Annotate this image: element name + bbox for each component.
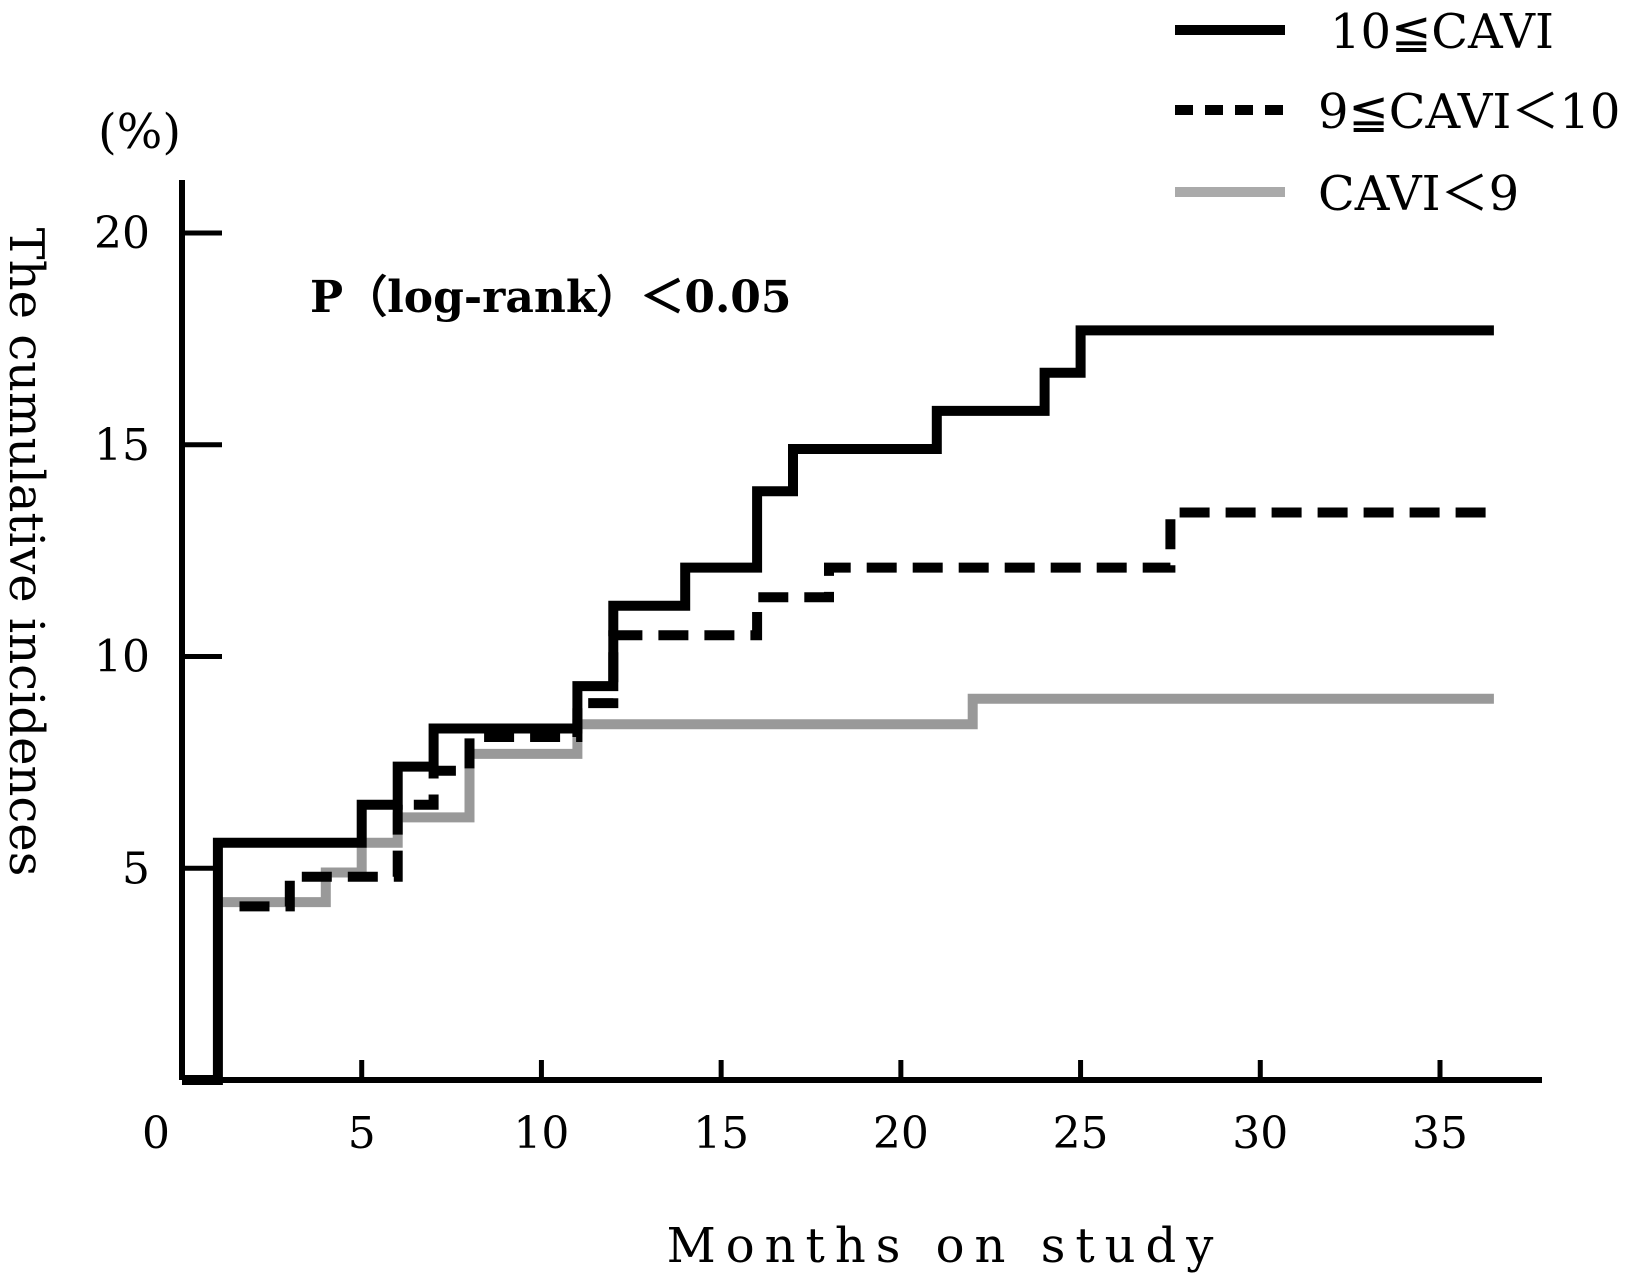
x-axis-title: Months on study <box>667 1218 1224 1274</box>
axes <box>179 180 1542 1083</box>
x-tick-label: 35 <box>1412 1108 1468 1159</box>
x-tick-label: 25 <box>1053 1108 1109 1159</box>
legend-label-cavi-low: CAVI＜9 <box>1318 166 1519 222</box>
series-line-0 <box>182 325 1494 1085</box>
y-unit-label: (%) <box>98 104 181 160</box>
legend-label-cavi-high: 10≦CAVI <box>1330 4 1554 60</box>
x-tick-label: 10 <box>513 1108 569 1159</box>
x-tick-label: 15 <box>693 1108 749 1159</box>
series-layer <box>182 325 1494 1085</box>
ticks: 0 5 10 15 20 25 30 35 5 10 15 20 <box>94 208 1468 1159</box>
y-tick-label: 5 <box>122 843 150 894</box>
p-value-annotation: P（log-rank）＜0.05 <box>310 272 792 323</box>
legend-label-cavi-mid: 9≦CAVI＜10 <box>1318 84 1620 140</box>
y-tick-label: 10 <box>94 632 150 683</box>
x-tick-label: 5 <box>348 1108 376 1159</box>
x-tick-label: 0 <box>142 1108 170 1159</box>
x-tick-label: 20 <box>873 1108 929 1159</box>
legend: 10≦CAVI 9≦CAVI＜10 CAVI＜9 <box>1175 4 1620 222</box>
series-line-2 <box>217 693 1494 908</box>
y-tick-label: 20 <box>94 208 150 259</box>
series-line-1 <box>239 507 1494 912</box>
y-tick-label: 15 <box>94 420 150 471</box>
y-axis-title: The cumulative incidences <box>0 228 54 877</box>
x-tick-label: 30 <box>1232 1108 1288 1159</box>
